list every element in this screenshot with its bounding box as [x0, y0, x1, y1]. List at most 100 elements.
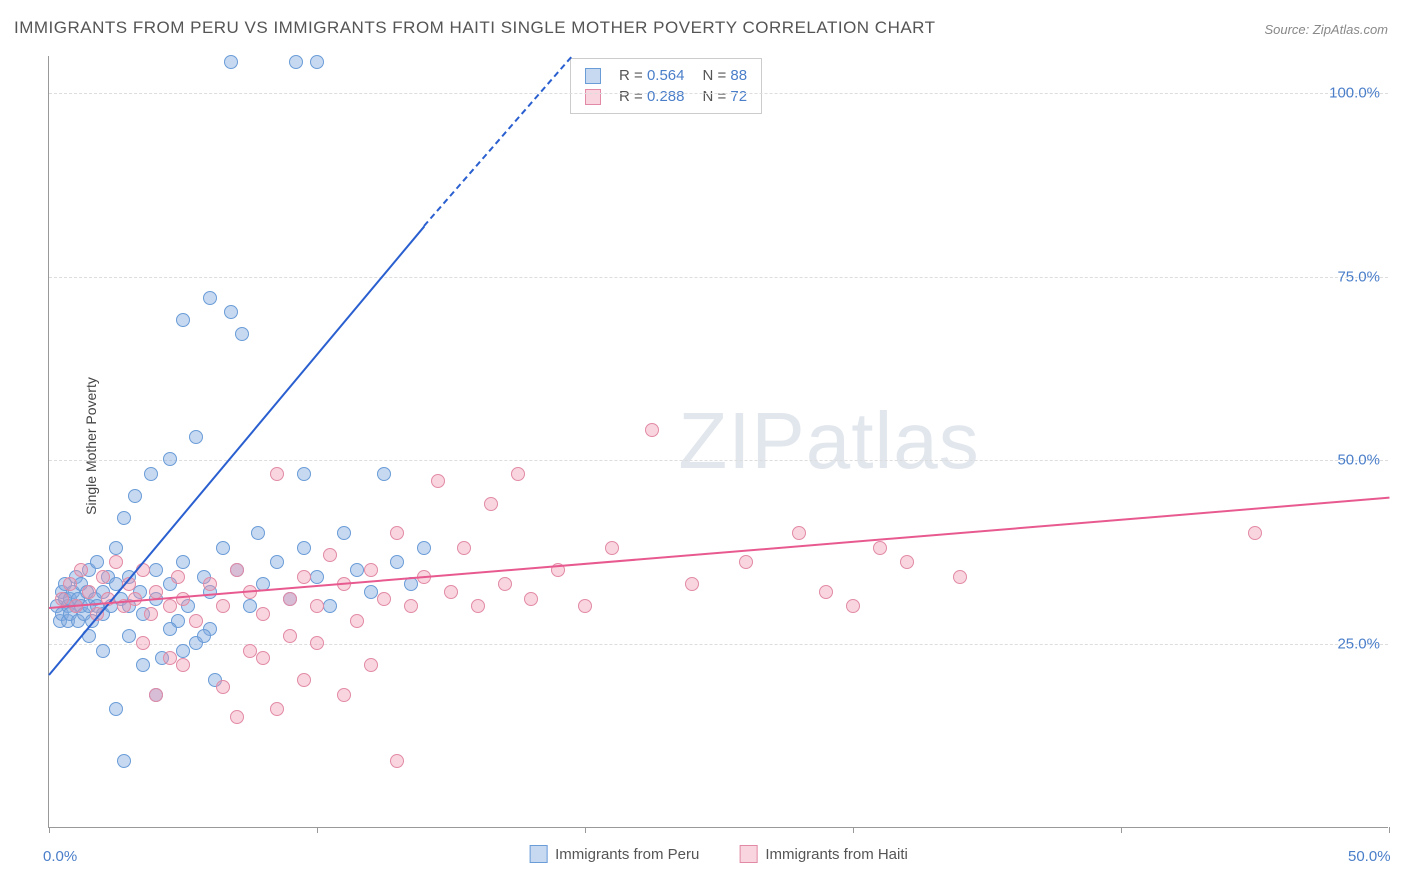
- stats-swatch-haiti: [585, 89, 601, 105]
- data-point: [310, 570, 324, 584]
- legend-swatch-haiti: [739, 845, 757, 863]
- data-point: [471, 599, 485, 613]
- data-point: [136, 658, 150, 672]
- data-point: [176, 644, 190, 658]
- data-point: [685, 577, 699, 591]
- data-point: [197, 629, 211, 643]
- stats-row-haiti: R = 0.288 N = 72: [585, 86, 747, 107]
- data-point: [431, 474, 445, 488]
- data-point: [163, 651, 177, 665]
- data-point: [189, 430, 203, 444]
- data-point: [297, 467, 311, 481]
- data-point: [96, 570, 110, 584]
- data-point: [444, 585, 458, 599]
- data-point: [297, 570, 311, 584]
- data-point: [163, 622, 177, 636]
- data-point: [417, 541, 431, 555]
- data-point: [270, 555, 284, 569]
- data-point: [819, 585, 833, 599]
- x-tick-mark: [853, 827, 854, 833]
- data-point: [605, 541, 619, 555]
- data-point: [216, 599, 230, 613]
- watermark: ZIPatlas: [678, 395, 979, 487]
- x-tick-mark: [1389, 827, 1390, 833]
- data-point: [953, 570, 967, 584]
- data-point: [82, 585, 96, 599]
- data-point: [404, 599, 418, 613]
- plot-area: ZIPatlas R = 0.564 N = 88 R = 0.288 N = …: [48, 56, 1388, 828]
- gridline: [49, 93, 1388, 94]
- data-point: [171, 570, 185, 584]
- data-point: [364, 585, 378, 599]
- data-point: [243, 644, 257, 658]
- chart-container: IMMIGRANTS FROM PERU VS IMMIGRANTS FROM …: [0, 0, 1406, 892]
- data-point: [90, 555, 104, 569]
- legend-label-haiti: Immigrants from Haiti: [765, 846, 908, 863]
- data-point: [337, 688, 351, 702]
- y-tick-label: 25.0%: [1337, 636, 1380, 653]
- data-point: [203, 577, 217, 591]
- legend-label-peru: Immigrants from Peru: [555, 846, 699, 863]
- data-point: [390, 555, 404, 569]
- data-point: [377, 592, 391, 606]
- data-point: [176, 592, 190, 606]
- data-point: [144, 607, 158, 621]
- data-point: [136, 636, 150, 650]
- data-point: [256, 607, 270, 621]
- data-point: [243, 599, 257, 613]
- data-point: [216, 680, 230, 694]
- data-point: [350, 614, 364, 628]
- data-point: [176, 658, 190, 672]
- legend: Immigrants from Peru Immigrants from Hai…: [529, 845, 908, 863]
- data-point: [96, 644, 110, 658]
- data-point: [117, 754, 131, 768]
- data-point: [364, 658, 378, 672]
- y-tick-label: 75.0%: [1337, 268, 1380, 285]
- data-point: [63, 577, 77, 591]
- data-point: [149, 585, 163, 599]
- stats-box: R = 0.564 N = 88 R = 0.288 N = 72: [570, 58, 762, 114]
- data-point: [163, 599, 177, 613]
- data-point: [645, 423, 659, 437]
- data-point: [337, 526, 351, 540]
- data-point: [524, 592, 538, 606]
- data-point: [117, 511, 131, 525]
- data-point: [310, 55, 324, 69]
- data-point: [144, 467, 158, 481]
- data-point: [323, 548, 337, 562]
- data-point: [230, 563, 244, 577]
- data-point: [900, 555, 914, 569]
- data-point: [846, 599, 860, 613]
- chart-title: IMMIGRANTS FROM PERU VS IMMIGRANTS FROM …: [14, 18, 936, 38]
- data-point: [224, 305, 238, 319]
- stats-swatch-peru: [585, 68, 601, 84]
- legend-item-peru: Immigrants from Peru: [529, 845, 699, 863]
- data-point: [235, 327, 249, 341]
- data-point: [203, 291, 217, 305]
- gridline: [49, 460, 1388, 461]
- data-point: [283, 629, 297, 643]
- data-point: [109, 541, 123, 555]
- data-point: [55, 592, 69, 606]
- x-tick-mark: [317, 827, 318, 833]
- data-point: [457, 541, 471, 555]
- source-label: Source: ZipAtlas.com: [1264, 22, 1388, 37]
- data-point: [297, 541, 311, 555]
- data-point: [310, 599, 324, 613]
- data-point: [251, 526, 265, 540]
- data-point: [390, 754, 404, 768]
- data-point: [230, 710, 244, 724]
- data-point: [297, 673, 311, 687]
- x-tick-mark: [49, 827, 50, 833]
- data-point: [109, 702, 123, 716]
- data-point: [74, 563, 88, 577]
- data-point: [176, 313, 190, 327]
- stats-row-peru: R = 0.564 N = 88: [585, 65, 747, 86]
- data-point: [109, 555, 123, 569]
- data-point: [256, 651, 270, 665]
- data-point: [283, 592, 297, 606]
- data-point: [511, 467, 525, 481]
- data-point: [873, 541, 887, 555]
- data-point: [310, 636, 324, 650]
- data-point: [1248, 526, 1262, 540]
